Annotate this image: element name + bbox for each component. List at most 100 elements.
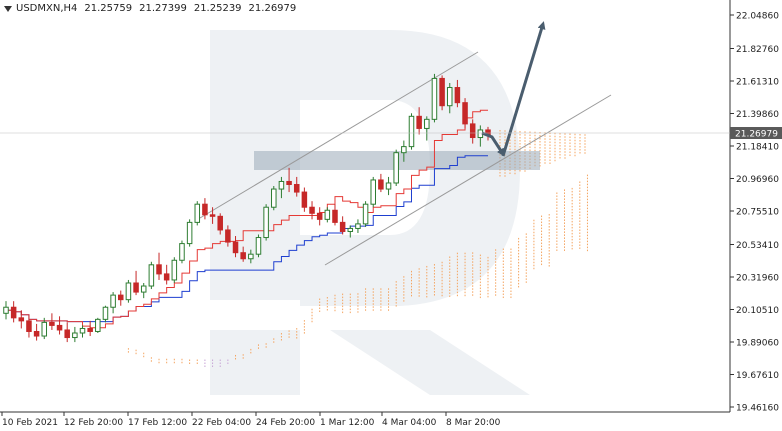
candle-body — [102, 306, 109, 320]
y-tick-label: 21.61310 — [736, 77, 779, 87]
candle-body — [209, 214, 216, 217]
y-tick-label: 19.67610 — [736, 371, 779, 381]
candle-body — [332, 209, 338, 223]
y-tick-label: 19.89060 — [736, 338, 779, 348]
ichimoku-lines — [6, 109, 488, 329]
candle-body — [301, 191, 308, 208]
y-tick-label: 20.96960 — [736, 175, 779, 185]
candle-body — [171, 259, 178, 281]
candle-body — [10, 306, 17, 319]
x-tick-label: 17 Feb 12:00 — [128, 418, 187, 428]
kijun-line — [6, 155, 488, 323]
candle-body — [87, 327, 93, 332]
candle-body — [393, 152, 399, 184]
arrow-down — [481, 131, 505, 157]
candle-body — [286, 180, 292, 185]
candle-body — [49, 321, 55, 326]
candle-body — [339, 221, 346, 232]
chart-header: USDMXN,H4 21.25759 21.27399 21.25239 21.… — [4, 3, 296, 14]
candle-body — [118, 294, 124, 301]
candle-body — [186, 221, 193, 245]
candle-body — [41, 321, 48, 337]
candle-body — [72, 332, 78, 339]
candle-body — [179, 243, 185, 261]
candle-body — [431, 77, 438, 120]
candle-body — [324, 209, 331, 220]
candle-body — [148, 264, 155, 287]
candle-body — [370, 179, 376, 205]
candle-body — [416, 115, 422, 129]
ichimoku-cloud — [127, 130, 588, 368]
candle-body — [347, 227, 354, 232]
candle-body — [225, 229, 231, 243]
candle-body — [401, 146, 407, 154]
x-tick-label: 1 Mar 12:00 — [320, 418, 375, 428]
arrow-up — [501, 21, 546, 157]
candle-body — [293, 183, 300, 193]
close-value: 21.26979 — [248, 3, 297, 14]
candle-body — [110, 294, 116, 308]
candle-body — [194, 203, 201, 223]
y-tick-label: 20.75510 — [736, 208, 779, 218]
x-tick-label: 22 Feb 04:00 — [192, 418, 251, 428]
candle-body — [125, 282, 132, 301]
candle-body — [446, 87, 453, 107]
forecast-arrows — [481, 21, 546, 157]
channel-lower-line — [324, 94, 612, 266]
candle-body — [3, 306, 9, 314]
current-price-tag — [730, 127, 782, 140]
candle-body — [133, 282, 139, 293]
candle-body — [255, 237, 262, 255]
candle-body — [454, 87, 461, 104]
candle-body — [240, 252, 246, 260]
tenkan-line — [6, 109, 488, 329]
x-tick-label: 10 Feb 2021 — [2, 418, 58, 428]
current-price-label: 21.26979 — [735, 130, 778, 140]
candle-body — [309, 206, 315, 214]
channel-upper-line — [199, 51, 479, 219]
candle-body — [163, 273, 170, 281]
candle-body — [355, 223, 361, 229]
symbol-label: USDMXN,H4 — [16, 3, 78, 14]
candle-body — [424, 118, 430, 129]
y-tick-label: 20.10510 — [736, 306, 779, 316]
trend-channel — [199, 51, 612, 266]
high-value: 21.27399 — [139, 3, 187, 14]
x-tick-label: 12 Feb 20:00 — [64, 418, 123, 428]
open-value: 21.25759 — [84, 3, 133, 14]
y-tick-label: 21.39860 — [736, 110, 779, 120]
low-value: 21.25239 — [193, 3, 242, 14]
candle-body — [18, 317, 25, 322]
candle-body — [263, 206, 269, 239]
y-tick-label: 20.53410 — [736, 241, 779, 251]
candle-body — [378, 179, 384, 190]
candle-body — [26, 320, 32, 332]
x-tick-label: 24 Feb 20:00 — [256, 418, 315, 428]
chevron-down-icon[interactable] — [4, 5, 12, 12]
candle-body — [469, 123, 476, 139]
candle-body — [217, 215, 223, 231]
candle-body — [202, 203, 208, 216]
candle-body — [79, 327, 86, 334]
candle-body — [385, 182, 392, 190]
candle-body — [439, 77, 445, 107]
candle-body — [156, 264, 162, 275]
x-tick-label: 4 Mar 04:00 — [382, 418, 437, 428]
y-tick-label: 19.46160 — [736, 404, 779, 414]
candle-body — [316, 212, 323, 220]
candle-body — [232, 241, 239, 254]
y-tick-label: 22.04860 — [736, 12, 779, 22]
candle-body — [248, 253, 254, 260]
candle-body — [362, 203, 369, 225]
candle-body — [95, 318, 101, 332]
candle-body — [408, 115, 415, 148]
y-tick-label: 21.82760 — [736, 45, 779, 55]
candles — [3, 73, 491, 343]
y-tick-label: 21.18410 — [736, 142, 779, 152]
candle-body — [140, 285, 147, 293]
candle-body — [278, 180, 285, 190]
candle-body — [64, 329, 70, 339]
